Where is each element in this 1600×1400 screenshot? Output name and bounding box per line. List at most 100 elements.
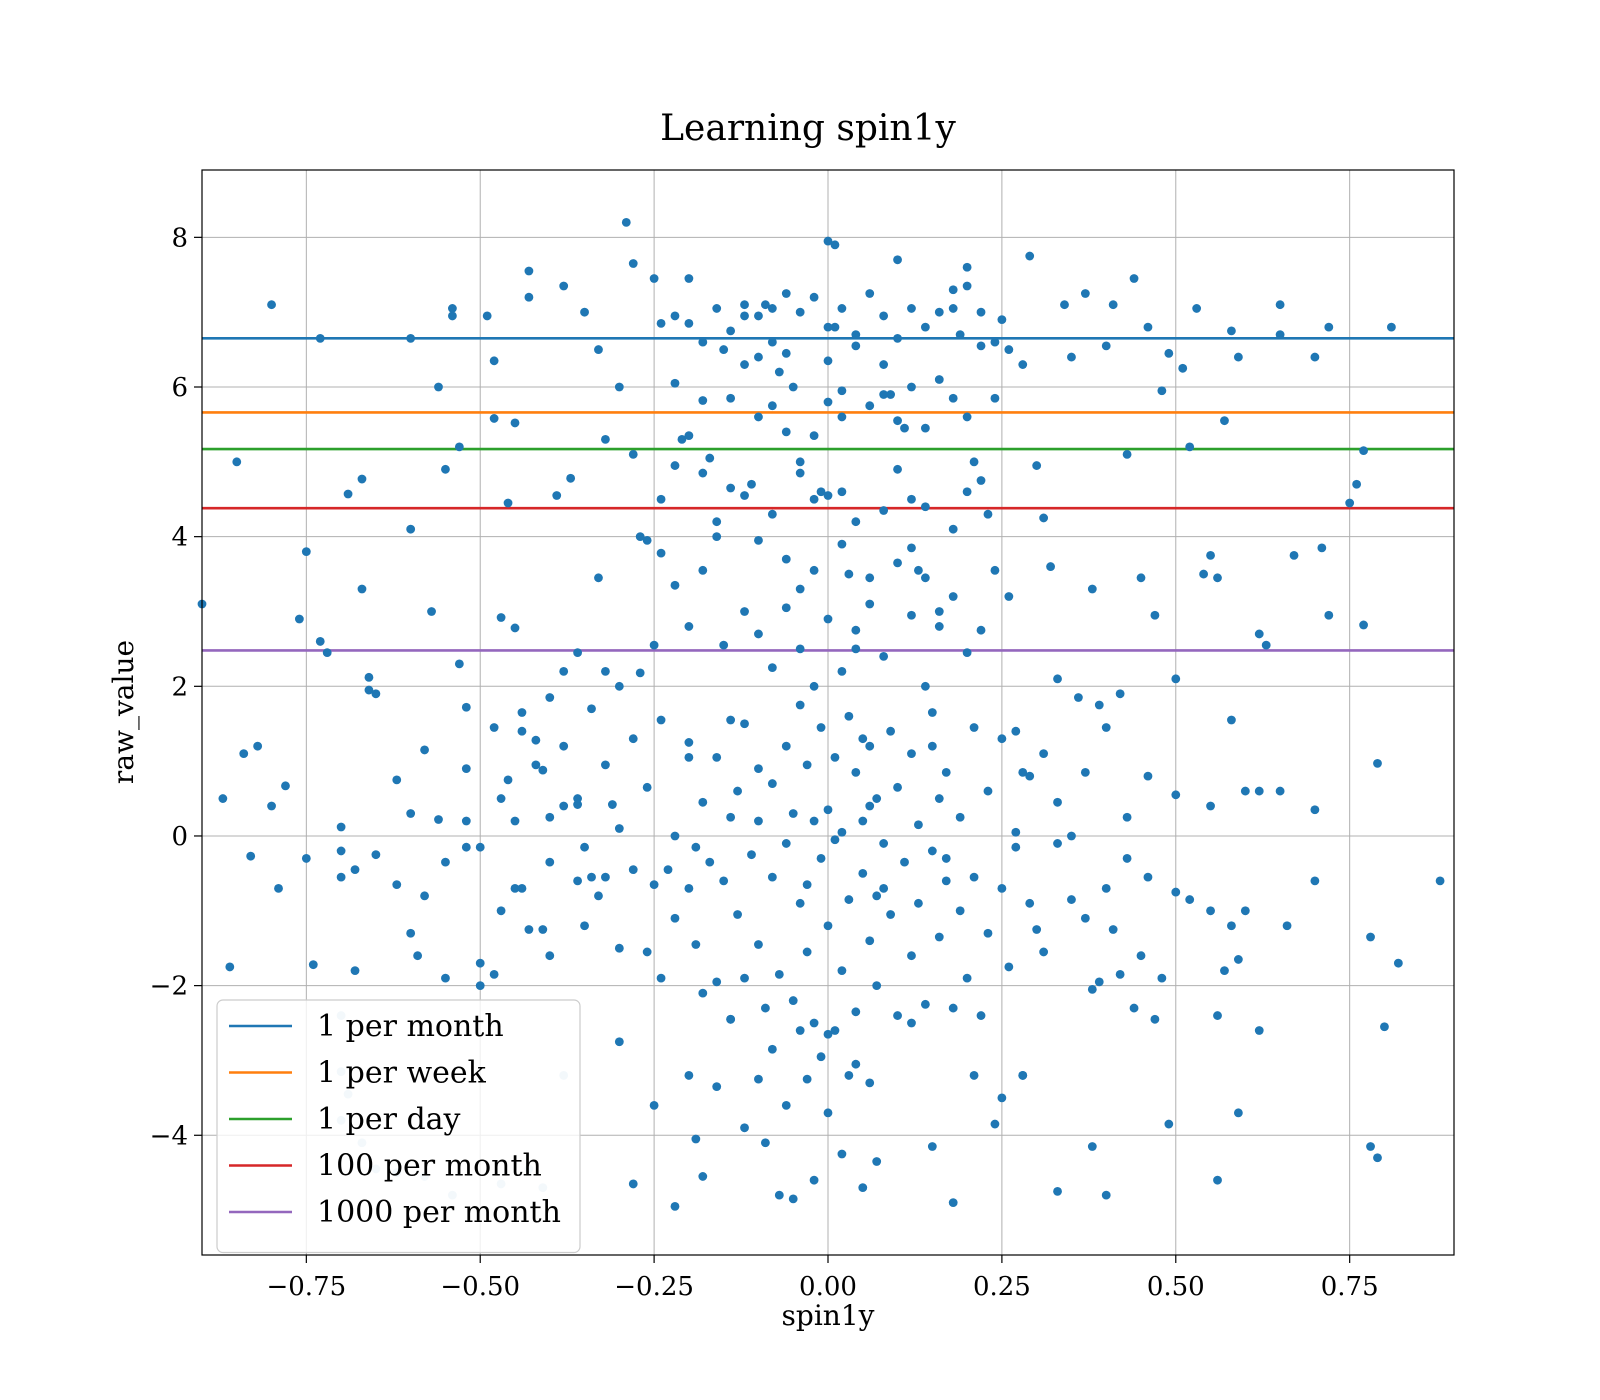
data-point (948, 524, 958, 534)
data-point (1115, 969, 1125, 979)
data-point (225, 962, 235, 972)
data-point (837, 666, 847, 676)
data-point (364, 672, 374, 682)
data-point (1387, 322, 1396, 332)
data-point (601, 872, 610, 882)
data-point (489, 414, 499, 423)
data-point (1025, 771, 1035, 781)
data-point (1178, 363, 1188, 373)
data-point (1108, 925, 1118, 934)
data-point (614, 943, 624, 953)
data-point (1032, 461, 1042, 470)
data-point (900, 423, 909, 433)
data-point (893, 558, 902, 568)
data-point (448, 311, 457, 321)
data-point (607, 800, 617, 809)
legend-label: 1000 per month (317, 1195, 561, 1230)
data-point (990, 565, 1000, 575)
data-point (920, 322, 930, 332)
data-point (754, 816, 763, 826)
data-point (1143, 872, 1153, 882)
data-point (1080, 913, 1090, 923)
data-point (441, 464, 450, 474)
data-point (614, 824, 624, 833)
data-point (976, 1011, 986, 1020)
data-point (726, 812, 736, 822)
data-point (1310, 805, 1320, 815)
data-point (872, 981, 882, 991)
data-point (427, 607, 436, 616)
data-point (858, 1183, 868, 1193)
data-point (719, 876, 729, 886)
data-point (844, 1071, 854, 1080)
data-point (719, 345, 729, 354)
data-point (1046, 562, 1055, 571)
data-point (441, 973, 450, 983)
data-point (872, 891, 882, 901)
data-point (907, 382, 916, 392)
data-point (774, 367, 784, 377)
data-point (1067, 352, 1076, 362)
data-point (524, 925, 534, 934)
data-point (879, 839, 889, 848)
data-point (461, 764, 471, 774)
data-point (1282, 921, 1292, 931)
data-point (816, 854, 826, 863)
data-point (1122, 812, 1132, 822)
data-point (754, 629, 763, 639)
data-point (559, 801, 569, 811)
data-point (893, 255, 902, 265)
data-point (1004, 962, 1014, 972)
data-point (962, 973, 972, 983)
data-point (1150, 1014, 1160, 1024)
data-point (879, 390, 889, 399)
data-point (795, 457, 805, 467)
data-point (948, 304, 958, 313)
data-point (642, 782, 652, 792)
data-point (837, 412, 847, 422)
data-point (851, 644, 861, 654)
data-point (1275, 330, 1285, 340)
x-tick-label: 0.75 (1321, 1272, 1379, 1302)
data-point (809, 1018, 819, 1028)
data-point (865, 741, 875, 751)
data-point (1004, 592, 1014, 601)
data-point (315, 637, 325, 646)
data-point (934, 307, 944, 317)
data-point (441, 857, 450, 867)
data-point (552, 491, 562, 500)
data-point (601, 666, 610, 676)
data-point (809, 494, 819, 504)
data-point (489, 969, 499, 979)
data-point (823, 491, 833, 500)
data-point (767, 337, 777, 347)
data-point (705, 857, 715, 867)
data-point (851, 517, 861, 527)
data-point (635, 668, 645, 678)
data-point (635, 532, 645, 542)
data-point (823, 397, 833, 407)
chart-title: Learning spin1y (660, 108, 956, 149)
data-point (1143, 322, 1153, 332)
data-point (907, 610, 916, 620)
data-point (406, 524, 416, 534)
data-point (315, 333, 325, 343)
data-point (1053, 797, 1062, 807)
data-point (754, 940, 763, 949)
data-point (454, 442, 464, 452)
data-point (1053, 1186, 1062, 1196)
data-point (941, 876, 951, 886)
data-point (886, 390, 895, 399)
data-point (781, 427, 791, 437)
data-point (1324, 610, 1334, 620)
x-tick-label: 0.50 (1147, 1272, 1205, 1302)
data-point (948, 285, 958, 295)
data-point (990, 1119, 1000, 1129)
data-point (580, 307, 589, 317)
data-point (1004, 345, 1014, 354)
data-point (628, 259, 638, 268)
data-point (795, 644, 805, 654)
data-point (1143, 771, 1153, 781)
data-point (1373, 758, 1382, 768)
data-point (420, 891, 429, 901)
